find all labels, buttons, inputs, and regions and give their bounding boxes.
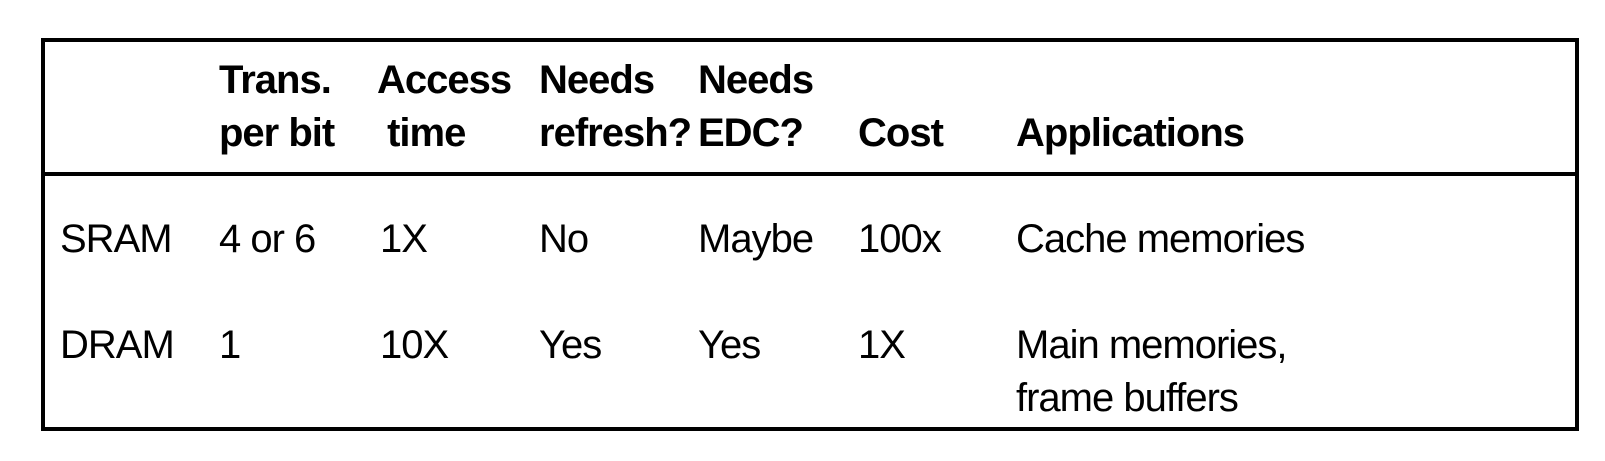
header-applications: Applications bbox=[1016, 107, 1245, 160]
row-dram-type: DRAM bbox=[60, 323, 175, 367]
row-dram-access-time: 10X bbox=[380, 323, 449, 367]
row-dram-cost: 1X bbox=[858, 323, 906, 367]
header-line1: Trans. bbox=[219, 58, 332, 102]
memory-comparison-table: Trans. per bit Access time Needs refresh… bbox=[41, 38, 1579, 431]
row-sram-needs-edc: Maybe bbox=[698, 217, 814, 261]
header-line2: refresh? bbox=[539, 111, 692, 155]
row-sram-applications: Cache memories bbox=[1016, 217, 1305, 261]
header-trans-per-bit: Trans. per bit bbox=[219, 54, 335, 160]
row-sram-trans-per-bit: 4 or 6 bbox=[219, 217, 316, 261]
row-sram-type: SRAM bbox=[60, 217, 173, 261]
row-sram-cost: 100x bbox=[858, 217, 942, 261]
header-line1: Needs bbox=[539, 58, 655, 102]
header-access-time: Access time bbox=[377, 54, 512, 160]
row-sram-needs-refresh: No bbox=[539, 217, 589, 261]
row-dram-trans-per-bit: 1 bbox=[219, 323, 241, 367]
header-line1: Access bbox=[377, 58, 512, 102]
header-line2: EDC? bbox=[698, 111, 804, 155]
header-needs-edc: Needs EDC? bbox=[698, 54, 814, 160]
row-dram-needs-edc: Yes bbox=[698, 323, 761, 367]
row-sram-access-time: 1X bbox=[380, 217, 428, 261]
header-cost: Cost bbox=[858, 107, 944, 160]
header-line2: per bit bbox=[219, 111, 335, 155]
applications-line2: frame buffers bbox=[1016, 376, 1239, 420]
header-divider bbox=[45, 172, 1575, 176]
header-line1: Needs bbox=[698, 58, 814, 102]
header-line2: time bbox=[377, 111, 466, 155]
header-needs-refresh: Needs refresh? bbox=[539, 54, 692, 160]
header-label: Applications bbox=[1016, 111, 1245, 155]
row-dram-needs-refresh: Yes bbox=[539, 323, 602, 367]
header-label: Cost bbox=[858, 111, 944, 155]
row-dram-applications: Main memories, frame buffers bbox=[1016, 319, 1288, 425]
applications-line1: Main memories, bbox=[1016, 323, 1288, 367]
